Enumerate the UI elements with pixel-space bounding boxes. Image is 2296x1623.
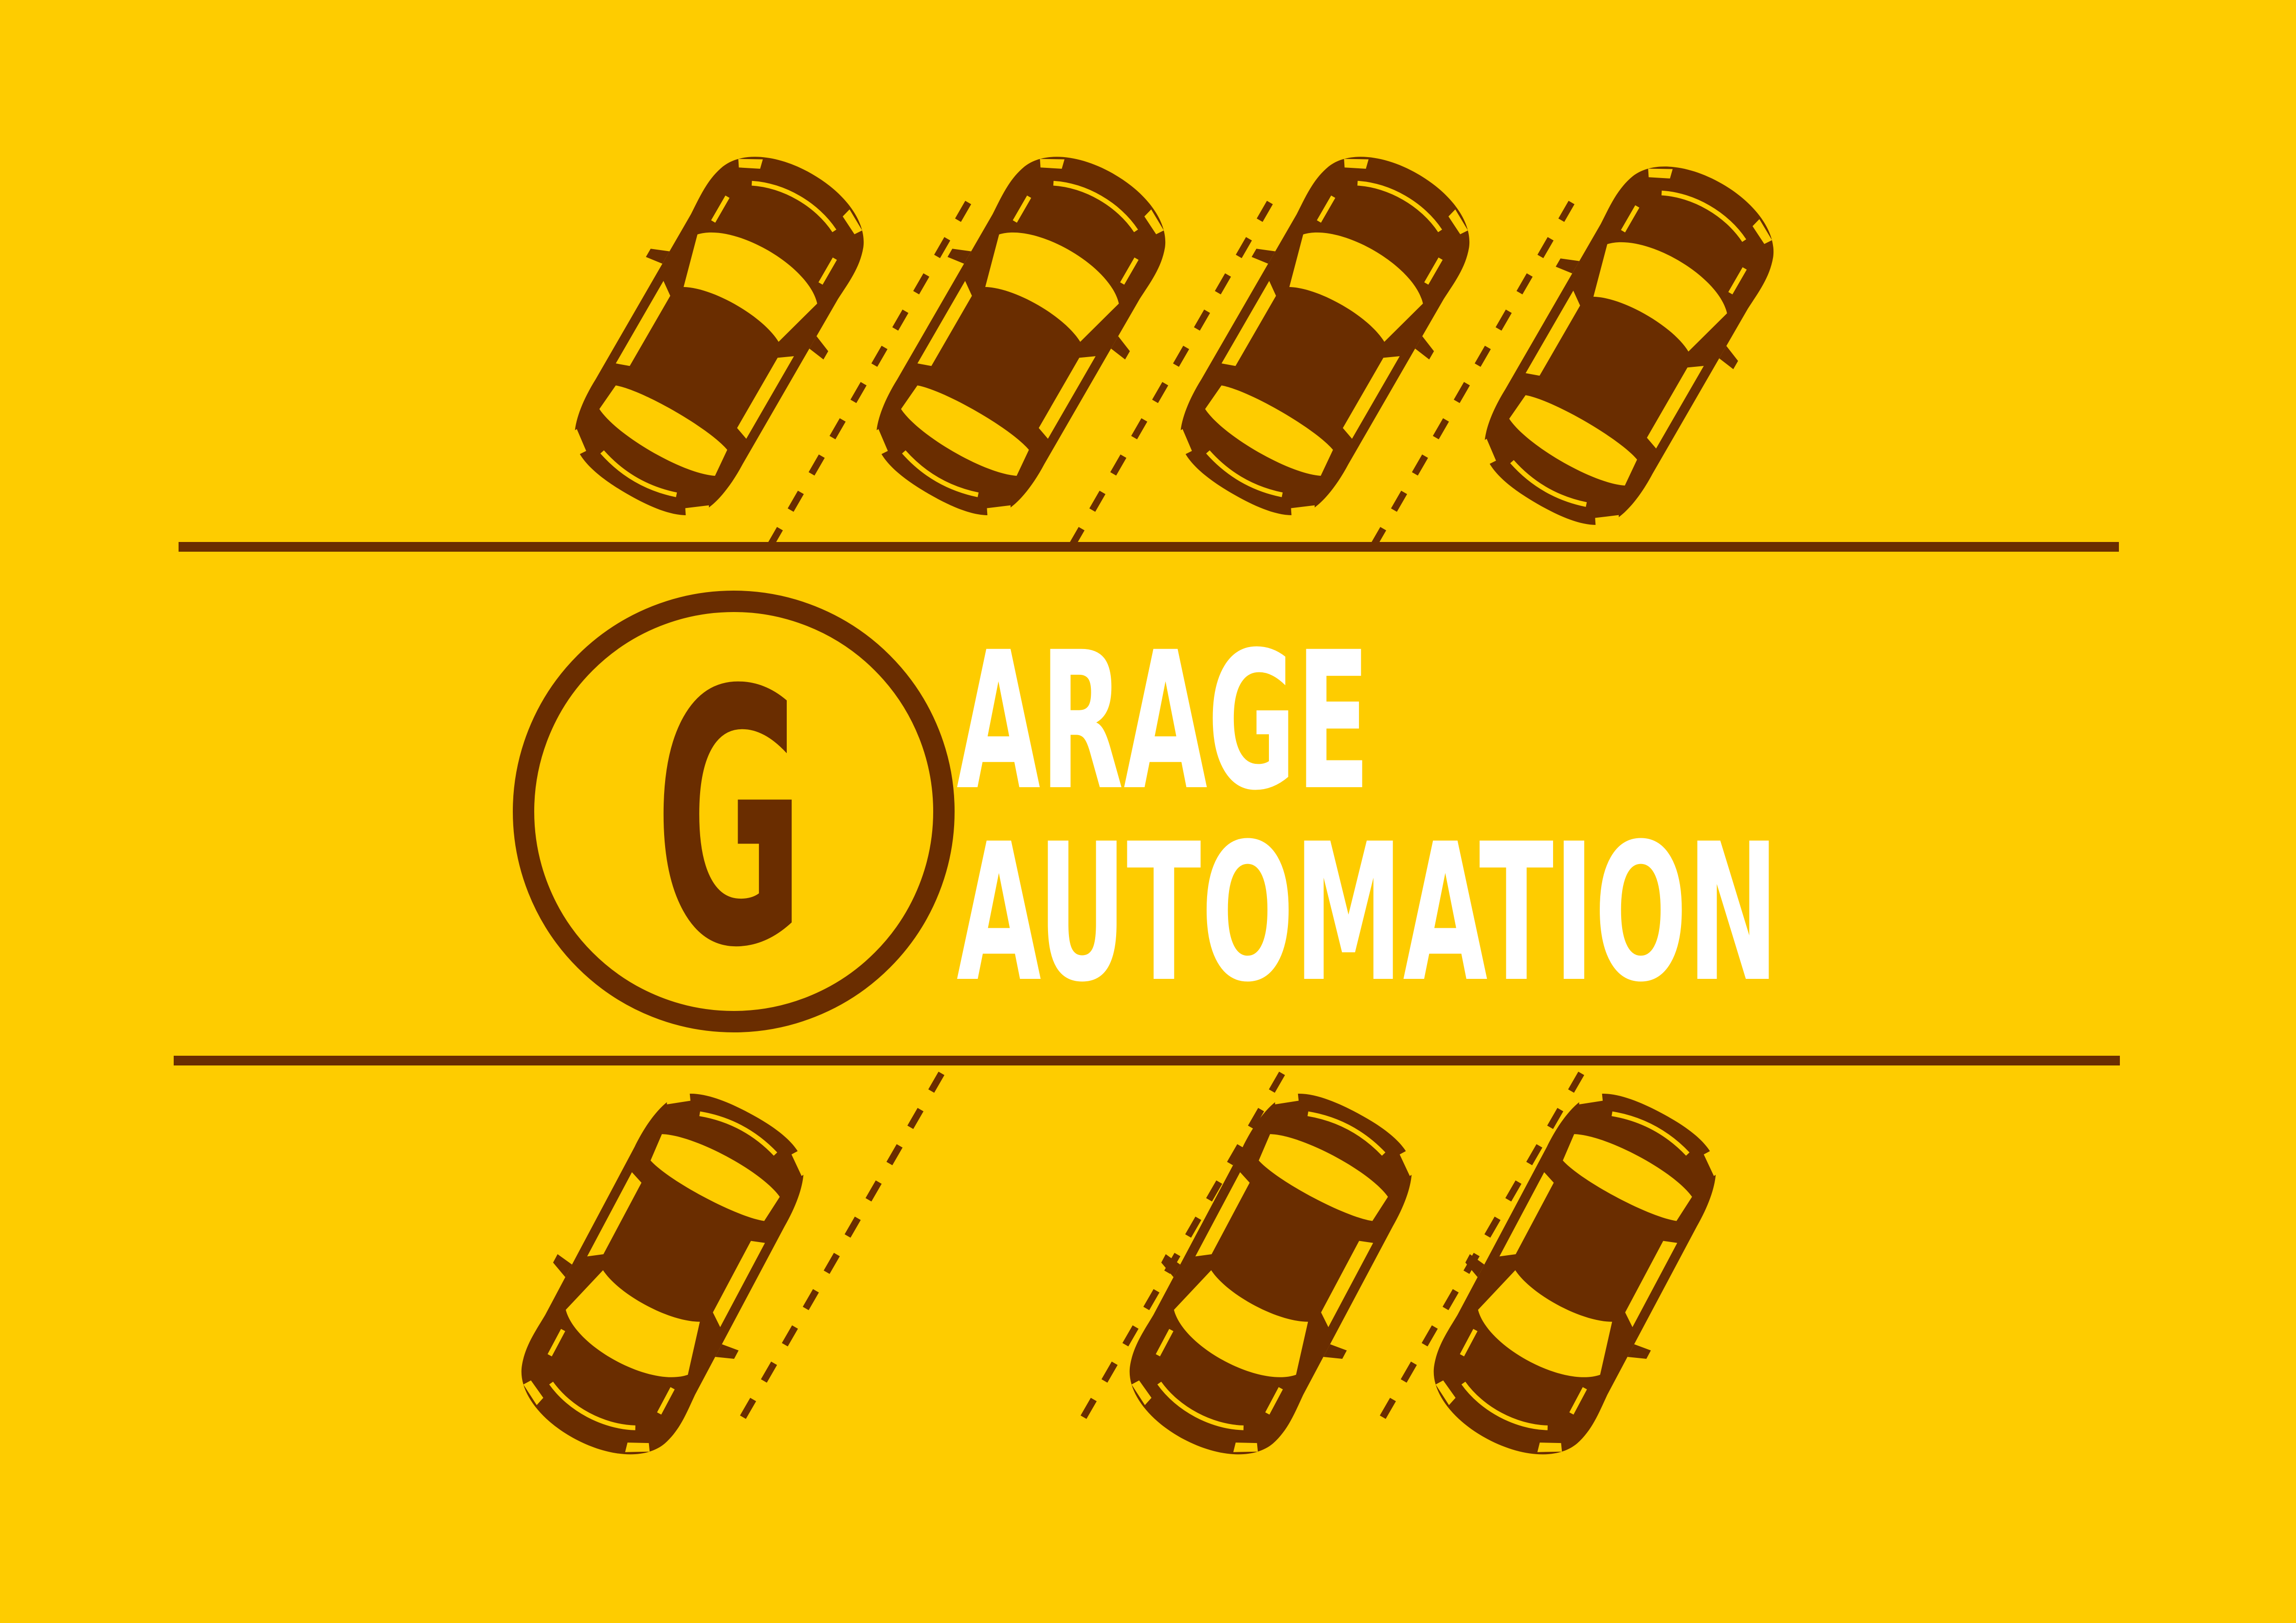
g-circle-logo: G — [513, 591, 955, 1032]
wordmark-line-2: AUTOMATION — [957, 803, 1779, 1024]
logo-ring — [513, 591, 955, 1032]
logo-initial: G — [654, 616, 805, 1024]
top-divider — [179, 542, 2119, 552]
bottom-divider — [174, 1056, 2120, 1065]
wordmark-line-1: ARAGE — [957, 611, 1370, 832]
